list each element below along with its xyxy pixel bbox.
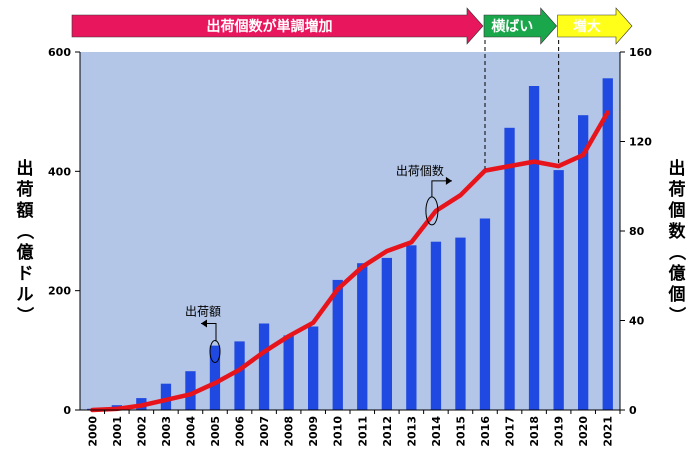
y-right-title: 出荷個数（億個） — [666, 158, 687, 324]
y-left-tick-200: 200 — [48, 285, 71, 298]
x-tick-2002: 2002 — [135, 416, 148, 447]
x-tick-2017: 2017 — [504, 416, 517, 447]
axis-title-char: ル — [17, 285, 34, 305]
y-right-tick-160: 160 — [629, 46, 652, 59]
y-left-tick-0: 0 — [63, 404, 71, 417]
x-tick-2007: 2007 — [258, 416, 271, 447]
x-tick-2018: 2018 — [528, 416, 541, 447]
bar-2009 — [308, 326, 319, 410]
axis-title-char: 数 — [669, 221, 687, 242]
line-shipments — [90, 110, 610, 413]
x-tick-2013: 2013 — [405, 416, 418, 447]
annotation-shipment-value: 出荷額 — [185, 305, 221, 319]
axes-layer: 0 200 400 600 0 40 80 120 160 2000 2001 2002 2003 200… — [48, 46, 652, 447]
x-tick-2011: 2011 — [356, 416, 369, 447]
y-left-tick-400: 400 — [48, 165, 71, 178]
axis-title-char: （ — [14, 223, 35, 240]
x-tick-2014: 2014 — [430, 416, 443, 447]
bar-2007 — [258, 323, 270, 410]
phase-label-1: 出荷個数が単調増加 — [207, 18, 333, 35]
bar-2012 — [381, 257, 392, 410]
annotation-ellipse-value — [209, 340, 221, 364]
bars-layer — [87, 78, 613, 411]
axis-title-char: 出 — [669, 158, 686, 179]
bar-2016 — [479, 218, 491, 410]
bar-2008 — [283, 335, 294, 410]
x-tick-2012: 2012 — [381, 416, 394, 447]
axis-title-char: 出 — [17, 158, 34, 179]
axis-title-char: 荷 — [669, 179, 686, 200]
axis-title-char: 億 — [17, 242, 34, 263]
bar-2018 — [528, 86, 540, 410]
x-tick-2021: 2021 — [602, 416, 615, 447]
y-left-title: 出荷額 （ 億ドル ） — [14, 158, 35, 324]
bar-2010 — [332, 279, 343, 410]
axis-title-char: （ — [666, 244, 687, 261]
bar-2017 — [504, 127, 515, 411]
x-tick-2001: 2001 — [111, 416, 124, 447]
bar-2006 — [234, 341, 245, 410]
bar-2005 — [209, 345, 221, 410]
x-tick-2019: 2019 — [553, 416, 566, 447]
annotation-arrowhead-count — [445, 176, 452, 185]
x-tick-2015: 2015 — [454, 416, 467, 447]
axis-title-char: 荷 — [17, 179, 34, 200]
bar-2019 — [553, 170, 564, 410]
axis-title-char: ） — [14, 307, 35, 324]
axis-title-char: 億 — [669, 263, 686, 284]
axis-title-char: ド — [17, 264, 34, 284]
x-tick-2004: 2004 — [184, 416, 197, 447]
axis-title-char: 個 — [668, 284, 686, 305]
phase-banner: 出荷個数が単調増加 横ばい 増大 — [71, 7, 633, 169]
phase-label-2: 横ばい — [491, 18, 533, 35]
annotation-leader-count — [431, 180, 452, 197]
y-right-tick-120: 120 — [629, 136, 652, 149]
x-tick-2003: 2003 — [160, 416, 173, 447]
y-right-tick-40: 40 — [629, 315, 645, 328]
y-left-tick-600: 600 — [48, 46, 71, 59]
bar-2020 — [578, 115, 589, 410]
x-tick-2000: 2000 — [86, 416, 99, 447]
x-tick-2009: 2009 — [307, 416, 320, 447]
bar-2013 — [406, 245, 417, 410]
y-right-tick-0: 0 — [629, 404, 637, 417]
line-layer — [90, 110, 610, 413]
bar-2014 — [430, 241, 442, 410]
bar-2011 — [357, 263, 368, 410]
x-tick-2020: 2020 — [577, 416, 590, 447]
axis-title-char: 額 — [16, 200, 34, 221]
x-tick-2006: 2006 — [234, 416, 247, 447]
x-tick-2008: 2008 — [283, 416, 296, 447]
axis-titles: 出荷額（億ドル）出荷個数（億個） — [14, 158, 687, 324]
bar-2003 — [160, 383, 172, 410]
bar-2015 — [455, 237, 466, 410]
x-tick-2005: 2005 — [209, 416, 222, 447]
annotation-arrowhead-value — [201, 319, 207, 328]
phase-arrow-2 — [483, 7, 558, 45]
axis-title-char: ） — [666, 307, 687, 324]
phase-arrow-1 — [71, 7, 484, 45]
y-right-tick-80: 80 — [629, 225, 645, 238]
bar-2021 — [602, 78, 613, 411]
phase-label-3: 増大 — [573, 18, 601, 35]
axis-title-char: 個 — [668, 200, 686, 221]
bar-2004 — [185, 371, 196, 410]
annotation-shipment-count: 出荷個数 — [396, 163, 444, 178]
x-tick-2010: 2010 — [332, 416, 345, 447]
phase-arrow-3 — [557, 7, 633, 45]
annotations-layer: 出荷額 出荷個数 — [185, 163, 452, 364]
x-tick-2016: 2016 — [479, 416, 492, 447]
